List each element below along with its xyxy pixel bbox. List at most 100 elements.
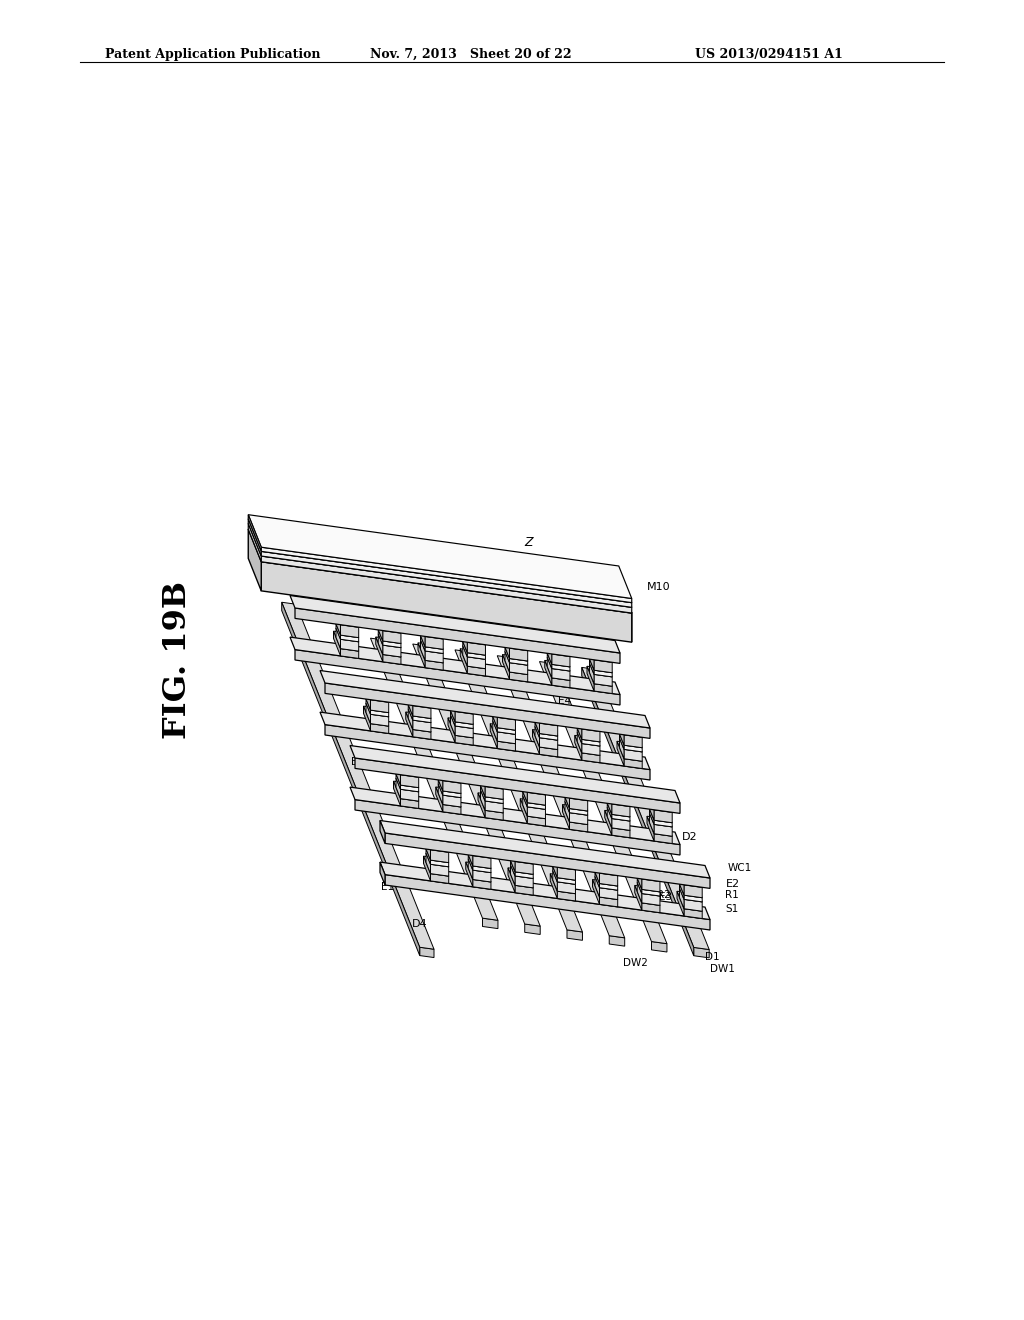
- Polygon shape: [607, 803, 611, 818]
- Polygon shape: [378, 630, 401, 643]
- Polygon shape: [527, 792, 546, 805]
- Polygon shape: [515, 886, 534, 895]
- Polygon shape: [515, 862, 534, 874]
- Polygon shape: [468, 845, 490, 858]
- Polygon shape: [565, 787, 569, 808]
- Polygon shape: [505, 636, 510, 659]
- Polygon shape: [295, 609, 620, 664]
- Polygon shape: [473, 879, 490, 890]
- Polygon shape: [651, 941, 667, 952]
- Polygon shape: [442, 804, 461, 814]
- Polygon shape: [649, 799, 672, 812]
- Polygon shape: [637, 867, 659, 882]
- Polygon shape: [693, 948, 710, 958]
- Polygon shape: [677, 891, 684, 916]
- Polygon shape: [336, 624, 341, 639]
- Polygon shape: [611, 828, 630, 838]
- Polygon shape: [261, 556, 632, 612]
- Polygon shape: [466, 862, 473, 887]
- Polygon shape: [248, 529, 632, 612]
- Polygon shape: [562, 804, 588, 825]
- Polygon shape: [535, 711, 540, 734]
- Polygon shape: [485, 810, 503, 820]
- Polygon shape: [515, 871, 534, 879]
- Polygon shape: [511, 861, 534, 874]
- Polygon shape: [282, 602, 434, 949]
- Polygon shape: [336, 614, 341, 635]
- Polygon shape: [582, 743, 600, 755]
- Polygon shape: [511, 861, 515, 876]
- Polygon shape: [393, 781, 400, 807]
- Polygon shape: [400, 775, 419, 788]
- Polygon shape: [261, 548, 632, 603]
- Text: M10: M10: [647, 582, 671, 591]
- Polygon shape: [578, 733, 600, 746]
- Polygon shape: [605, 810, 630, 830]
- Polygon shape: [378, 634, 401, 648]
- Polygon shape: [594, 684, 612, 693]
- Polygon shape: [449, 718, 473, 738]
- Polygon shape: [393, 781, 419, 801]
- Text: E2: E2: [725, 879, 739, 890]
- Polygon shape: [493, 706, 498, 727]
- Polygon shape: [426, 838, 430, 861]
- Polygon shape: [595, 876, 599, 898]
- Polygon shape: [547, 657, 552, 678]
- Polygon shape: [371, 714, 389, 726]
- Polygon shape: [467, 643, 485, 655]
- Polygon shape: [635, 886, 659, 906]
- Polygon shape: [383, 631, 401, 643]
- Polygon shape: [261, 562, 632, 642]
- Polygon shape: [451, 710, 455, 726]
- Polygon shape: [594, 660, 612, 673]
- Polygon shape: [468, 859, 490, 873]
- Polygon shape: [493, 717, 515, 730]
- Polygon shape: [413, 715, 431, 722]
- Text: DW1: DW1: [711, 964, 735, 974]
- Polygon shape: [371, 710, 389, 717]
- Polygon shape: [498, 731, 515, 743]
- Text: US 2013/0294151 A1: US 2013/0294151 A1: [695, 48, 843, 61]
- Polygon shape: [642, 894, 659, 906]
- Polygon shape: [590, 648, 594, 671]
- Polygon shape: [649, 809, 654, 825]
- Polygon shape: [341, 624, 358, 638]
- Polygon shape: [282, 602, 420, 956]
- Polygon shape: [451, 714, 473, 729]
- Polygon shape: [248, 515, 632, 598]
- Polygon shape: [607, 793, 611, 814]
- Polygon shape: [527, 807, 546, 818]
- Polygon shape: [451, 700, 455, 722]
- Polygon shape: [426, 849, 449, 863]
- Polygon shape: [336, 628, 358, 642]
- Polygon shape: [341, 648, 358, 659]
- Polygon shape: [522, 781, 527, 803]
- Polygon shape: [451, 714, 455, 735]
- Polygon shape: [590, 663, 612, 677]
- Polygon shape: [366, 704, 389, 717]
- Polygon shape: [624, 746, 642, 752]
- Polygon shape: [505, 647, 527, 661]
- Polygon shape: [582, 752, 600, 763]
- Polygon shape: [642, 903, 659, 912]
- Polygon shape: [380, 821, 385, 843]
- Polygon shape: [553, 855, 557, 878]
- Polygon shape: [418, 643, 425, 668]
- Polygon shape: [385, 875, 710, 931]
- Polygon shape: [578, 718, 582, 739]
- Polygon shape: [319, 671, 650, 729]
- Polygon shape: [467, 652, 485, 659]
- Polygon shape: [624, 735, 642, 747]
- Polygon shape: [364, 706, 389, 726]
- Polygon shape: [426, 853, 449, 867]
- Polygon shape: [336, 628, 341, 648]
- Polygon shape: [463, 645, 467, 667]
- Polygon shape: [385, 833, 710, 888]
- Polygon shape: [366, 704, 371, 723]
- Polygon shape: [438, 780, 461, 793]
- Polygon shape: [607, 808, 630, 821]
- Polygon shape: [426, 853, 430, 874]
- Polygon shape: [508, 867, 534, 888]
- Polygon shape: [540, 747, 558, 756]
- Polygon shape: [485, 801, 503, 813]
